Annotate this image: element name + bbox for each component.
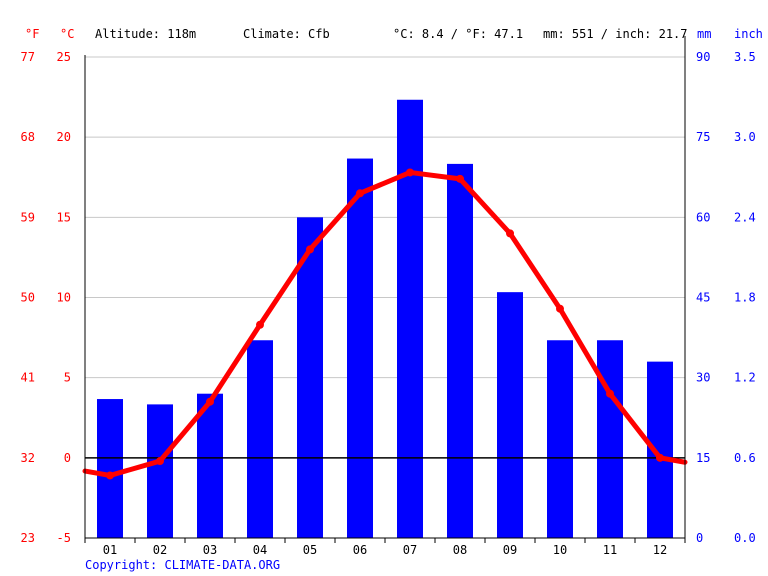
tick-label-celsius: 25 [57, 50, 71, 64]
tick-label-fahrenheit: 68 [21, 130, 35, 144]
month-label: 12 [653, 543, 667, 557]
tick-label-celsius: -5 [57, 531, 71, 545]
precipitation-bar [547, 340, 573, 538]
month-label: 11 [603, 543, 617, 557]
tick-label-celsius: 15 [57, 210, 71, 224]
tick-label-inch: 1.8 [734, 291, 756, 305]
tick-label-fahrenheit: 32 [21, 451, 35, 465]
precipitation-bar [197, 393, 223, 538]
precipitation-total-label: mm: 551 / inch: 21.7 [543, 27, 688, 41]
tick-label-fahrenheit: 59 [21, 210, 35, 224]
precipitation-bar [297, 217, 323, 539]
altitude-label: Altitude: 118m [95, 27, 196, 41]
copyright-link[interactable]: Copyright: CLIMATE-DATA.ORG [85, 558, 280, 572]
temperature-point [306, 245, 314, 254]
tick-label-inch: 0.6 [734, 451, 756, 465]
tick-label-inch: 3.5 [734, 50, 756, 64]
temperature-point [406, 168, 414, 177]
unit-inch-label: inch [734, 27, 763, 41]
temperature-point [506, 229, 514, 238]
tick-label-mm: 45 [696, 291, 710, 305]
temperature-average-label: °C: 8.4 / °F: 47.1 [393, 27, 523, 41]
unit-celsius-label: °C [60, 27, 74, 41]
temperature-point [556, 304, 564, 313]
precipitation-bar [447, 163, 473, 538]
tick-label-fahrenheit: 23 [21, 531, 35, 545]
temperature-point [456, 174, 464, 183]
tick-label-mm: 60 [696, 210, 710, 224]
gridlines [85, 56, 685, 379]
tick-label-fahrenheit: 41 [21, 371, 35, 385]
month-label: 09 [503, 543, 517, 557]
tick-label-celsius: 0 [64, 451, 71, 465]
temperature-point [606, 389, 614, 398]
tick-label-celsius: 20 [57, 130, 71, 144]
tick-label-inch: 1.2 [734, 371, 756, 385]
tick-label-celsius: 10 [57, 291, 71, 305]
tick-label-mm: 90 [696, 50, 710, 64]
temperature-point [656, 453, 664, 462]
precipitation-bar [497, 292, 523, 538]
climate-label: Climate: Cfb [243, 27, 330, 41]
tick-label-mm: 75 [696, 130, 710, 144]
precipitation-bar [97, 399, 123, 538]
precipitation-bar [397, 99, 423, 538]
tick-label-celsius: 5 [64, 371, 71, 385]
precipitation-bar [247, 340, 273, 538]
temperature-point [356, 189, 364, 198]
tick-label-inch: 3.0 [734, 130, 756, 144]
month-label: 01 [103, 543, 117, 557]
precipitation-bar [147, 404, 173, 538]
tick-label-inch: 0.0 [734, 531, 756, 545]
tick-label-inch: 2.4 [734, 210, 756, 224]
precipitation-bar [597, 340, 623, 538]
month-label: 08 [453, 543, 467, 557]
temperature-point [106, 471, 114, 480]
tick-label-mm: 0 [696, 531, 703, 545]
tick-label-mm: 15 [696, 451, 710, 465]
month-label: 03 [203, 543, 217, 557]
temperature-point [256, 320, 264, 329]
month-label: 02 [153, 543, 167, 557]
axes: 23 -5 0 0.0 32 0 15 0.6 41 5 30 1.2 50 10 45 1.8 59 15 60 2… [21, 36, 756, 557]
tick-label-fahrenheit: 77 [21, 50, 35, 64]
temperature-point [206, 397, 214, 406]
unit-mm-label: mm [697, 27, 711, 41]
tick-label-mm: 30 [696, 371, 710, 385]
precipitation-bars [97, 99, 673, 539]
temperature-line [82, 169, 688, 478]
precipitation-bar [347, 158, 373, 539]
temperature-line-layer [82, 168, 688, 480]
temperature-point [156, 457, 164, 466]
tick-label-fahrenheit: 50 [21, 291, 35, 305]
unit-fahrenheit-label: °F [25, 27, 39, 41]
month-label: 04 [253, 543, 267, 557]
month-label: 07 [403, 543, 417, 557]
month-label: 06 [353, 543, 367, 557]
month-label: 05 [303, 543, 317, 557]
month-label: 10 [553, 543, 567, 557]
